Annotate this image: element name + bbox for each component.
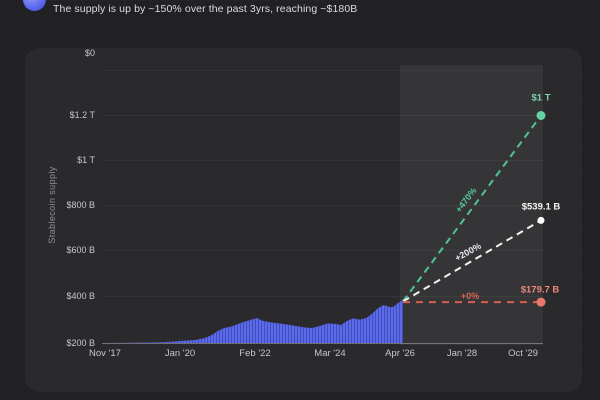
base-endpoint-dot bbox=[537, 216, 545, 224]
historical-supply-area bbox=[105, 300, 403, 343]
base-end-value-label: $539.1 B bbox=[521, 201, 561, 213]
header-caption: The supply is up by ~150% over the past … bbox=[53, 3, 358, 15]
gridline bbox=[102, 115, 543, 116]
bear-pct-label: +0% bbox=[460, 291, 480, 301]
y-tick-label: $1 T bbox=[77, 155, 95, 165]
y-tick-label: $600 B bbox=[66, 245, 95, 255]
gridline bbox=[102, 160, 543, 161]
gridline bbox=[102, 296, 543, 297]
x-tick-label: Mar '24 bbox=[314, 348, 346, 359]
avatar bbox=[23, 0, 46, 11]
x-axis-line bbox=[102, 343, 543, 344]
bull-projection-line bbox=[402, 114, 542, 302]
bull-end-value-label: $1 T bbox=[531, 92, 551, 104]
x-tick-label: Oct '29 bbox=[508, 348, 538, 359]
y-tick-label: $1.2 T bbox=[69, 110, 95, 120]
bear-end-value-label: $179.7 B bbox=[520, 284, 560, 296]
gridline bbox=[102, 205, 543, 206]
y-tick-label: $400 B bbox=[66, 291, 95, 301]
y-tick-label: $800 B bbox=[66, 200, 95, 210]
x-tick-label: Jan '28 bbox=[446, 348, 478, 359]
base-projection-line bbox=[402, 219, 542, 303]
bull-endpoint-dot bbox=[536, 111, 546, 120]
y-tick-label: $200 B bbox=[66, 338, 95, 348]
x-tick-label: Apr '26 bbox=[385, 348, 415, 359]
gridline bbox=[102, 250, 543, 251]
gridline bbox=[102, 70, 543, 71]
x-tick-label: Feb '22 bbox=[239, 348, 271, 359]
stablecoin-supply-chart bbox=[105, 111, 546, 343]
forecast-shaded-region bbox=[400, 65, 543, 345]
chart-panel: Stablecoin supply $1.2 T $1 T $800 B $60… bbox=[25, 48, 582, 392]
x-tick-label: Nov '17 bbox=[89, 348, 121, 359]
bear-endpoint-dot bbox=[536, 297, 546, 307]
x-tick-label: Jan '20 bbox=[164, 348, 196, 359]
y-tick-label: $0 bbox=[84, 48, 95, 58]
